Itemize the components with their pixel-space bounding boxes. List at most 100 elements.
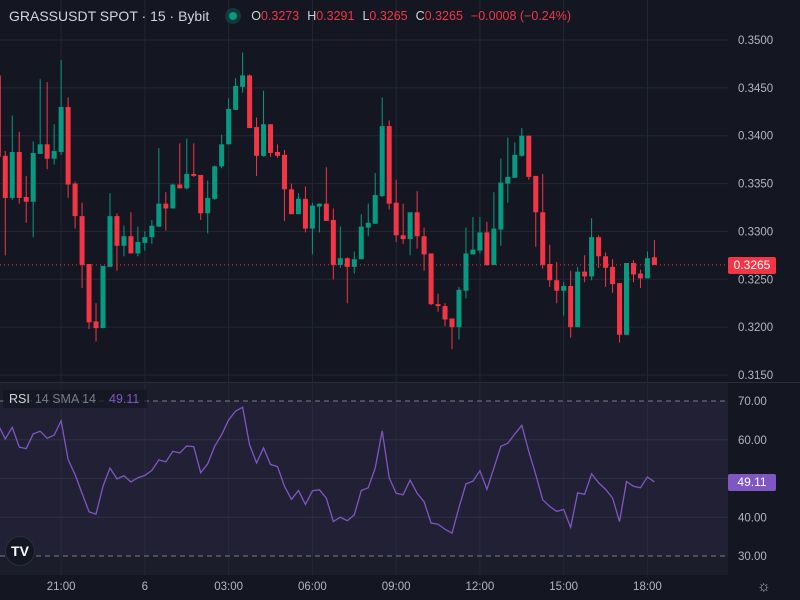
candle-body <box>637 273 643 279</box>
candle-down <box>428 253 434 306</box>
candle-down <box>637 269 643 288</box>
candle-up <box>240 52 246 93</box>
candle-body <box>470 249 476 255</box>
price-axis[interactable] <box>728 0 800 600</box>
candle-up <box>407 212 413 256</box>
candle-body <box>281 154 287 190</box>
settings-icon[interactable]: ☼ <box>757 578 771 595</box>
candle-body <box>540 212 546 265</box>
candle-body <box>135 241 141 254</box>
candle-body <box>177 184 183 189</box>
candle-down <box>79 202 85 288</box>
rsi-legend-value: 49.11 <box>109 392 140 406</box>
time-tick-label: 15:00 <box>549 581 578 593</box>
candle-body <box>330 219 336 265</box>
candle-down <box>288 183 294 215</box>
candle-body <box>651 257 657 265</box>
candle-up <box>233 78 239 110</box>
current-price-label: 0.3265 <box>728 257 776 274</box>
candle-body <box>121 236 127 246</box>
candle-up <box>379 97 385 197</box>
candle-up <box>624 263 629 335</box>
price-tick-label: 0.3450 <box>738 83 773 95</box>
candle-body <box>484 232 490 265</box>
candle-body <box>142 237 148 243</box>
tradingview-logo[interactable]: TV <box>5 536 35 566</box>
time-tick-label: 6 <box>142 581 148 593</box>
candle-up <box>337 226 343 268</box>
ohlc-close: C0.3265 <box>415 9 463 23</box>
candle-up <box>295 193 301 215</box>
candle-body <box>463 253 469 291</box>
candle-down <box>568 270 574 338</box>
price-tick-label: 0.3350 <box>738 179 773 191</box>
candle-up <box>9 115 15 200</box>
candle-body <box>477 232 483 251</box>
candle-body <box>630 263 636 275</box>
candle-body <box>37 144 43 154</box>
candle-down <box>617 283 623 343</box>
candle-body <box>163 203 169 209</box>
candle-up <box>456 286 462 340</box>
time-axis[interactable] <box>0 575 800 600</box>
candle-body <box>93 321 99 329</box>
symbol-title[interactable]: GRASSUSDT SPOT · 15 · Bybit <box>9 8 210 24</box>
high-value: 0.3291 <box>316 9 355 23</box>
candle-down <box>247 74 253 129</box>
candle-body <box>0 75 1 157</box>
candle-up <box>226 98 232 145</box>
candle-up <box>184 138 190 190</box>
candle-up <box>170 183 176 209</box>
price-tick-label: 0.3200 <box>738 322 773 334</box>
candle-up <box>519 128 525 157</box>
candle-up <box>491 192 497 265</box>
candle-down <box>177 143 183 189</box>
candle-body <box>596 237 602 257</box>
candle-up <box>149 219 155 244</box>
candle-down <box>547 244 553 287</box>
time-tick-label: 09:00 <box>382 581 411 593</box>
candle-body <box>428 253 434 305</box>
ohlc-high: H0.3291 <box>307 9 355 23</box>
candle-up <box>58 60 64 155</box>
candle-body <box>344 258 350 267</box>
candle-body <box>23 196 29 202</box>
rsi-plot <box>0 400 728 557</box>
candle-up <box>316 203 322 233</box>
candle-down <box>128 212 134 254</box>
candle-body <box>358 226 364 260</box>
candle-body <box>568 285 574 328</box>
candle-body <box>533 175 539 213</box>
candle-down <box>191 143 197 177</box>
candle-down <box>610 259 616 293</box>
candle-body <box>561 285 567 291</box>
candle-body <box>337 258 343 265</box>
candle-body <box>400 235 406 240</box>
candle-down <box>414 191 420 249</box>
candle-up <box>156 148 162 227</box>
candle-down <box>163 192 169 231</box>
candle-body <box>51 151 57 159</box>
candle-up <box>351 251 357 274</box>
candle-down <box>65 97 71 198</box>
rsi-line <box>0 406 655 535</box>
candle-up <box>477 217 483 254</box>
candle-body <box>114 216 120 246</box>
price-tick-label: 0.3250 <box>738 274 773 286</box>
candle-body <box>589 237 595 277</box>
rsi-legend[interactable]: RSI 14 SMA 14 49.11 <box>3 390 148 408</box>
candle-down <box>386 120 392 210</box>
candle-body <box>617 283 623 335</box>
candle-down <box>442 303 448 327</box>
candle-body <box>58 107 64 152</box>
candle-body <box>295 198 301 215</box>
rsi-params: 14 SMA 14 <box>34 392 96 406</box>
candle-body <box>351 259 357 267</box>
candle-body <box>170 184 176 209</box>
candle-down <box>44 82 50 170</box>
market-status-icon[interactable] <box>225 8 242 24</box>
candle-down <box>484 221 490 266</box>
candle-body <box>456 289 462 328</box>
candle-body <box>414 212 420 237</box>
